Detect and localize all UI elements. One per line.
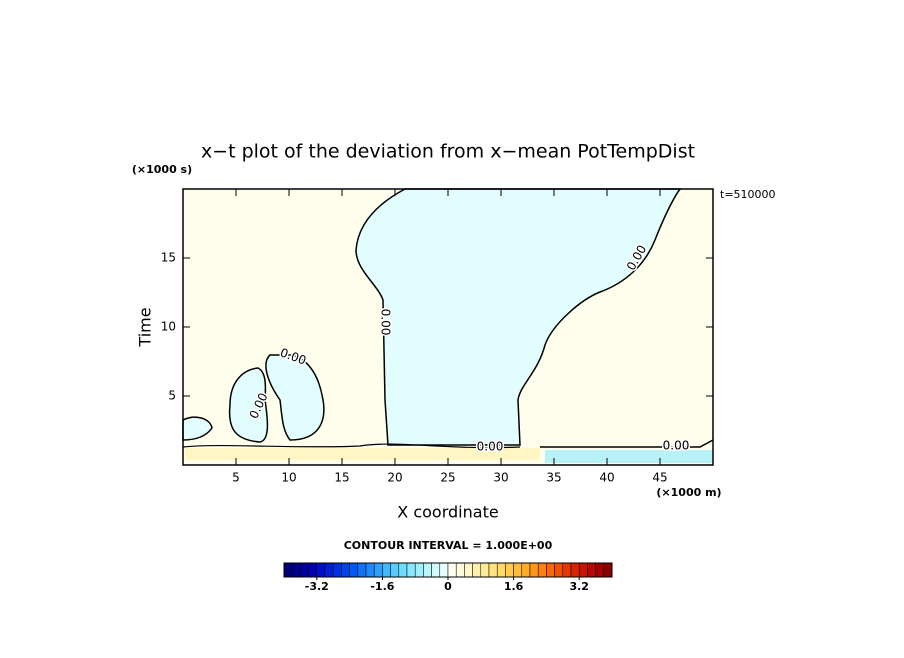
warm-band [185, 448, 540, 460]
x-tick-label: 35 [546, 471, 561, 485]
y-tick-label: 5 [168, 389, 176, 403]
colorbar-cell [324, 562, 334, 578]
colorbar-cell [496, 562, 506, 578]
x-tick-label: 15 [334, 471, 349, 485]
contour-label: 0.00 [477, 440, 504, 454]
colorbar-tick-label: -3.2 [305, 580, 329, 593]
contour-line [540, 439, 714, 448]
x-tick-label: 40 [599, 471, 614, 485]
contour-interval: CONTOUR INTERVAL = 1.000E+00 [344, 539, 553, 552]
colorbar-tick-label: -1.6 [370, 580, 394, 593]
colorbar-frame [283, 562, 613, 578]
colorbar-cell [595, 562, 605, 578]
contour-line [182, 443, 521, 449]
colorbar-cell [357, 562, 367, 578]
contour-region [182, 416, 213, 441]
colorbar-cell [472, 562, 482, 578]
x-unit: (×1000 m) [656, 486, 721, 499]
x-tick-label: 5 [232, 471, 240, 485]
colorbar-cell [341, 562, 350, 578]
colorbar-cell [480, 562, 490, 578]
y-tick-label: 15 [161, 251, 176, 265]
colorbar-cell [414, 562, 424, 578]
colorbar-tick-label: 1.6 [504, 580, 524, 593]
colorbar-cell [447, 562, 457, 578]
colorbar-cell [455, 562, 465, 578]
colorbar-cell [406, 562, 416, 578]
colorbar-cell [349, 562, 359, 578]
colorbar-cell [431, 562, 441, 578]
colorbar-cell [365, 562, 375, 578]
x-tick-label: 45 [652, 471, 667, 485]
x-axis-label: X coordinate [397, 503, 498, 522]
x-tick-label: 25 [440, 471, 455, 485]
colorbar-cell [587, 562, 596, 578]
y-axis-label: Time [136, 307, 155, 347]
x-tick-label: 20 [387, 471, 402, 485]
x-tick-label: 10 [281, 471, 296, 485]
colorbar-cell [308, 562, 318, 578]
colorbar-cell [316, 562, 326, 578]
colorbar-cell [546, 562, 555, 578]
colorbar-cell [398, 562, 408, 578]
y-unit: (×1000 s) [132, 163, 192, 176]
colorbar-cell [283, 562, 293, 578]
colorbar-cell [488, 562, 498, 578]
contour-region [355, 188, 682, 446]
colorbar-cell [513, 562, 523, 578]
contour-region [228, 367, 269, 443]
colorbar-cell [521, 562, 531, 578]
chart-title: x−t plot of the deviation from x−mean Po… [201, 141, 695, 163]
colorbar-cell [291, 562, 301, 578]
colorbar-cell [578, 562, 588, 578]
colorbar-cell [603, 562, 613, 578]
colorbar-cell [570, 562, 580, 578]
contour-label: 0.00 [379, 309, 393, 336]
contour-region [265, 354, 325, 441]
colorbar-cell [390, 562, 400, 578]
colorbar-cell [562, 562, 572, 578]
y-tick-label: 10 [161, 320, 176, 334]
colorbar-cell [332, 562, 342, 578]
colorbar-cell [382, 562, 391, 578]
time-label: t=510000 [720, 188, 776, 201]
colorbar-cell [505, 562, 514, 578]
contour-field: 0.000.000.000.000.000.00 [182, 188, 714, 465]
colorbar-tick-label: 0 [444, 580, 452, 593]
colorbar-cell [373, 562, 383, 578]
colorbar-tick-label: 3.2 [569, 580, 589, 593]
colorbar-cell [300, 562, 309, 578]
colorbar-cell [439, 562, 449, 578]
colorbar-cell [464, 562, 473, 578]
cool-band [545, 450, 713, 463]
colorbar-cell [554, 562, 564, 578]
colorbar-cell [423, 562, 432, 578]
x-tick-label: 30 [493, 471, 508, 485]
contour-label: 0.00 [663, 439, 690, 453]
colorbar-cell [537, 562, 547, 578]
colorbar-cell [529, 562, 539, 578]
